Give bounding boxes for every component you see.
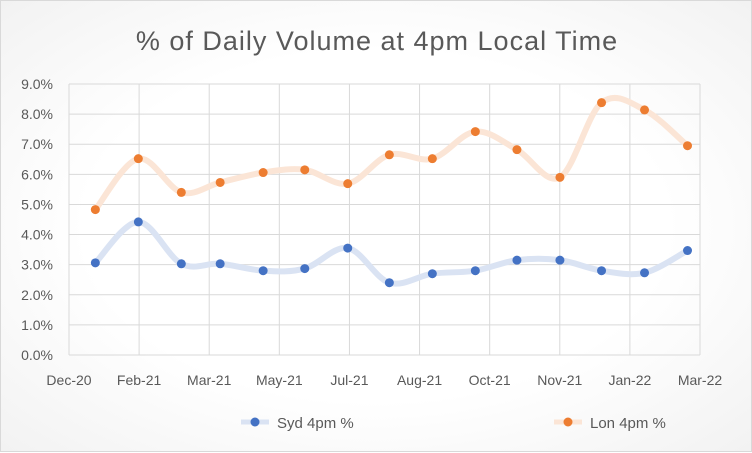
data-point-0	[683, 246, 693, 256]
x-tick-label: Oct-21	[469, 372, 511, 388]
chart-title: % of Daily Volume at 4pm Local Time	[136, 26, 618, 56]
x-tick-label: Mar-22	[678, 372, 723, 388]
legend-marker-0	[250, 417, 260, 427]
data-point-0	[176, 259, 186, 269]
y-tick-label: 1.0%	[21, 317, 53, 333]
data-point-0	[640, 268, 650, 278]
y-tick-label: 9.0%	[21, 76, 53, 92]
legend-label: Syd 4pm %	[277, 415, 354, 432]
legend-label: Lon 4pm %	[590, 415, 666, 432]
x-tick-label: Feb-21	[117, 372, 162, 388]
data-point-1	[90, 205, 100, 215]
data-point-1	[683, 141, 693, 151]
data-point-1	[384, 150, 394, 160]
data-point-0	[555, 255, 565, 265]
data-point-0	[343, 243, 353, 253]
data-point-1	[555, 172, 565, 182]
y-tick-label: 3.0%	[21, 257, 53, 273]
y-tick-label: 8.0%	[21, 106, 53, 122]
data-point-0	[384, 278, 394, 288]
x-tick-label: May-21	[256, 372, 303, 388]
data-point-1	[470, 127, 480, 137]
x-tick-label: Jul-21	[330, 372, 368, 388]
data-point-1	[343, 179, 353, 189]
data-point-1	[300, 165, 310, 175]
legend-marker-1	[563, 417, 573, 427]
y-tick-label: 4.0%	[21, 227, 53, 243]
x-tick-label: Aug-21	[397, 372, 442, 388]
data-point-0	[512, 255, 522, 265]
x-tick-label: Jan-22	[608, 372, 651, 388]
data-point-1	[640, 105, 650, 115]
data-point-0	[597, 266, 607, 276]
data-point-1	[597, 98, 607, 108]
series-line-0	[92, 218, 691, 287]
x-tick-label: Nov-21	[537, 372, 582, 388]
y-tick-label: 7.0%	[21, 136, 53, 152]
y-tick-label: 5.0%	[21, 196, 53, 212]
data-point-1	[176, 187, 186, 197]
y-tick-label: 0.0%	[21, 347, 53, 363]
data-point-0	[90, 258, 100, 268]
data-point-0	[427, 269, 437, 279]
data-point-1	[512, 145, 522, 155]
y-tick-label: 6.0%	[21, 166, 53, 182]
data-point-0	[470, 266, 480, 276]
y-tick-label: 2.0%	[21, 287, 53, 303]
data-point-0	[258, 266, 268, 276]
data-point-0	[133, 217, 143, 227]
data-point-1	[258, 168, 268, 178]
x-tick-label: Mar-21	[187, 372, 232, 388]
data-point-1	[427, 154, 437, 164]
data-point-1	[133, 154, 143, 164]
data-point-0	[215, 259, 225, 269]
data-point-1	[215, 177, 225, 187]
x-tick-label: Dec-20	[46, 372, 91, 388]
data-point-0	[300, 264, 310, 274]
